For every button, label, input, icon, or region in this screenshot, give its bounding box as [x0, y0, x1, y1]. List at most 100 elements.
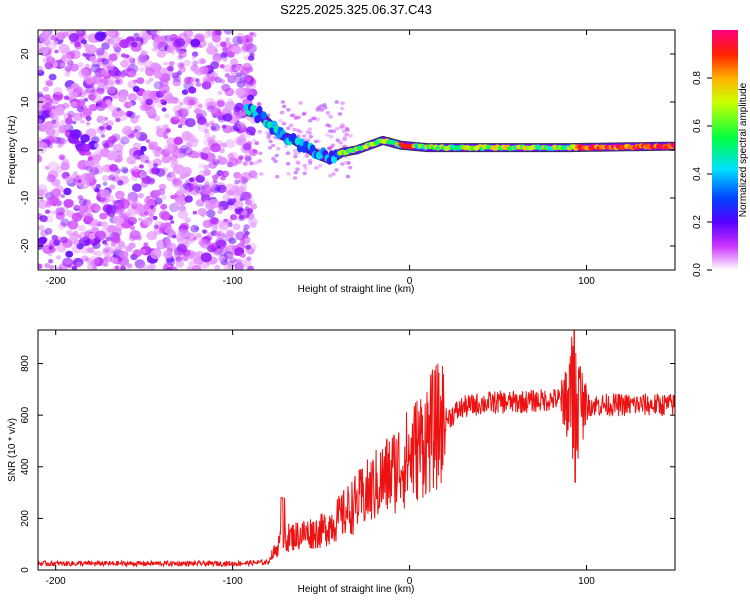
spectrogram-blob	[38, 199, 48, 209]
spectrogram-blob	[55, 207, 65, 216]
spectrogram-blob	[170, 159, 179, 166]
spectrogram-blob	[53, 87, 63, 96]
spectrogram-blob	[325, 133, 330, 137]
spectrogram-blob	[225, 37, 230, 42]
spectrogram-blob	[128, 70, 137, 78]
spectrogram-blob	[112, 43, 121, 50]
spectrogram-blob	[250, 84, 257, 89]
spectrogram-blob	[195, 174, 205, 183]
spectrogram-blob	[51, 119, 57, 124]
spectrogram-blob	[164, 143, 175, 153]
spectrogram-blob	[45, 165, 50, 170]
spectrogram-y-ticks: -20 -10 0 10 20	[20, 48, 675, 253]
spectrogram-blob	[212, 34, 221, 43]
spectrogram-blob	[331, 129, 336, 134]
spectrogram-blob	[217, 200, 229, 211]
spectrogram-blob	[60, 138, 67, 145]
spectrogram-blob	[241, 44, 250, 52]
spectrogram-blob	[77, 62, 84, 68]
spectrogram-blob	[165, 128, 171, 134]
spectrogram-blob	[127, 80, 137, 89]
spectrogram-blob	[69, 63, 79, 72]
spectrogram-blob	[221, 142, 228, 148]
spectrogram-blob	[207, 244, 216, 253]
spectrogram-blob	[204, 180, 210, 185]
snr-frame	[37, 329, 676, 571]
spectrogram-blob	[38, 97, 47, 106]
spectrogram-blob	[85, 121, 91, 126]
spectrogram-blob	[173, 114, 180, 120]
spectrogram-blob	[60, 222, 67, 228]
spectrogram-blob	[279, 110, 285, 115]
colorbar-tick-label: 0.0	[692, 263, 703, 277]
spectrogram-blob	[77, 179, 82, 184]
spectrogram-blob	[283, 144, 289, 149]
spectrogram-blob	[132, 183, 142, 192]
spectrogram-blob	[221, 206, 227, 211]
spectrogram-blob	[145, 106, 157, 116]
spectrogram-blob	[192, 210, 198, 215]
spectrogram-blob	[188, 86, 197, 94]
spectrogram-blob	[114, 77, 124, 86]
spectrogram-blob	[163, 61, 168, 66]
spectrogram-blob	[176, 243, 187, 253]
spectrogram-blob	[278, 118, 283, 123]
spectrogram-signal-track	[243, 103, 675, 165]
spectrogram-blob	[56, 143, 63, 149]
spectrogram-blob	[207, 242, 213, 248]
spectrogram-blob	[232, 123, 242, 132]
spectrogram-blob	[107, 77, 115, 85]
spectrogram-blob	[62, 257, 74, 268]
spectrogram-blob	[130, 41, 138, 48]
spectrogram-blob	[120, 60, 129, 68]
spectrogram-blob	[264, 131, 270, 135]
spectrogram-blob	[127, 208, 135, 215]
spectrogram-blob	[184, 195, 193, 203]
spectrogram-track-cell	[254, 115, 261, 124]
spectrogram-blob	[79, 108, 92, 119]
spectrogram-blob	[238, 176, 248, 185]
spectrogram-blob	[74, 41, 81, 48]
spectrogram-blob	[266, 136, 271, 140]
spectrogram-blob	[156, 239, 168, 250]
spectrogram-blob	[226, 263, 234, 270]
spectrogram-blob	[178, 50, 187, 59]
spectrogram-blob	[86, 77, 97, 87]
spectrogram-blob	[172, 78, 182, 87]
spectrogram-blob	[161, 154, 172, 164]
spectrogram-blob	[340, 101, 345, 105]
spectrogram-blob	[114, 265, 120, 270]
spectrogram-blob	[127, 102, 133, 107]
spectrogram-blob	[44, 263, 50, 269]
spectrogram-blob	[211, 134, 216, 140]
spectrogram-blob	[51, 234, 58, 241]
spectrogram-blob	[110, 169, 120, 178]
spectrogram-blob	[328, 115, 334, 119]
colorbar-gradient	[712, 30, 738, 270]
spectrogram-blob	[101, 42, 110, 50]
spectrogram-blob	[44, 227, 53, 235]
spectrogram-blob	[72, 112, 83, 121]
spectrogram-blob	[132, 165, 140, 172]
spectrogram-blob	[57, 30, 68, 40]
spectrogram-blob	[203, 169, 211, 176]
spectrogram-blob	[78, 198, 88, 206]
spectrogram-blob	[38, 104, 44, 114]
y-tick-label: -20	[20, 238, 31, 253]
spectrogram-blob	[146, 30, 158, 36]
snr-x-ticks: -200 -100 0 100	[46, 330, 595, 587]
spectrogram-blob	[245, 76, 251, 82]
spectrogram-blob	[239, 252, 246, 258]
spectrogram-blob	[87, 156, 93, 161]
spectrogram-blob	[200, 252, 212, 263]
spectrogram-blob	[103, 257, 109, 262]
spectrogram-blob	[126, 67, 131, 72]
spectrogram-blob	[46, 120, 57, 130]
spectrogram-blob	[83, 76, 92, 84]
spectrogram-blob	[227, 203, 236, 211]
spectrogram-blob	[209, 120, 215, 126]
spectrogram-blob	[161, 107, 167, 112]
spectrogram-blob	[204, 103, 212, 110]
spectrogram-blob	[177, 55, 183, 60]
spectrogram-blob	[105, 30, 117, 38]
